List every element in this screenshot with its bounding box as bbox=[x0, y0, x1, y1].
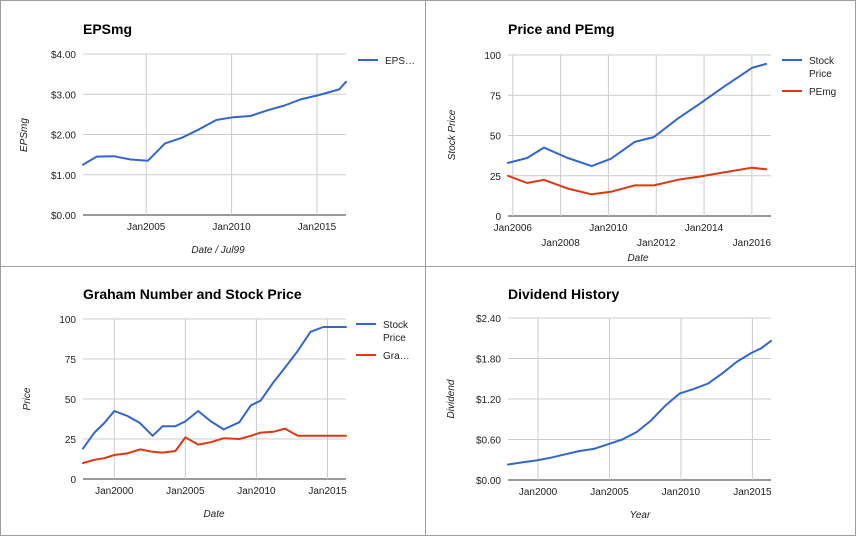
y-tick-label: 0 bbox=[495, 212, 501, 223]
chart-dividend-history[interactable]: Dividend History $0.00 $0.60 $1.20 $1.80 $2.… bbox=[426, 267, 856, 537]
x-tick-label: Jan2010 bbox=[662, 487, 701, 498]
x-tick-label: Jan2010 bbox=[589, 223, 628, 234]
series-line-0[interactable] bbox=[507, 339, 772, 466]
legend-label-stock-price: Stock Price bbox=[383, 320, 409, 344]
chart-panel-dividend-history: Dividend History $0.00 $0.60 $1.20 $1.80 $2.… bbox=[425, 266, 856, 536]
legend: Stock Price PEmg bbox=[782, 56, 836, 98]
x-tick-label: Jan2015 bbox=[298, 222, 337, 233]
legend-label-graham: Gra… bbox=[383, 351, 410, 362]
y-tick-label: 100 bbox=[484, 51, 501, 62]
series-line-0[interactable] bbox=[82, 326, 347, 450]
legend: EPS… bbox=[358, 56, 415, 67]
chart-panel-epsmg: EPSmg $0.00 $1.00 $2.00 $3.00 $4.00 Jan2005 Ja… bbox=[0, 0, 426, 267]
y-axis-label: Dividend bbox=[446, 379, 457, 418]
y-tick-label: $2.40 bbox=[476, 314, 501, 325]
x-tick-label: Jan2010 bbox=[212, 222, 251, 233]
y-tick-label: 25 bbox=[65, 435, 77, 446]
y-axis-label: Price bbox=[22, 387, 33, 410]
x-axis-label: Year bbox=[630, 510, 651, 521]
x-tick-label: Jan2010 bbox=[237, 486, 276, 497]
y-tick-label: $0.60 bbox=[476, 436, 501, 447]
x-axis-label: Date bbox=[203, 509, 225, 520]
y-tick-label: $0.00 bbox=[476, 476, 501, 487]
x-axis-label: Date bbox=[627, 253, 649, 264]
x-tick-label: Jan2005 bbox=[590, 487, 629, 498]
chart-price-and-pemg[interactable]: Price and PEmg 0 25 50 75 100 Jan2006 Jan2008 J… bbox=[426, 1, 856, 268]
y-axis-label: Stock Price bbox=[447, 109, 458, 160]
y-tick-label: $3.00 bbox=[51, 90, 76, 101]
chart-title: Dividend History bbox=[508, 286, 619, 302]
y-tick-label: $0.00 bbox=[51, 211, 76, 222]
y-tick-label: $1.80 bbox=[476, 355, 501, 366]
y-tick-label: $1.20 bbox=[476, 395, 501, 406]
chart-panel-graham-number: Graham Number and Stock Price 0 25 50 75 100… bbox=[0, 266, 426, 536]
x-tick-label: Jan2016 bbox=[733, 238, 772, 249]
legend-label-eps: EPS… bbox=[385, 56, 415, 67]
y-tick-label: $1.00 bbox=[51, 171, 76, 182]
series-line-1[interactable] bbox=[82, 427, 347, 464]
y-tick-label: 100 bbox=[59, 315, 76, 326]
y-axis-label: EPSmg bbox=[19, 118, 30, 152]
y-tick-label: 0 bbox=[70, 475, 76, 486]
chart-epsmg[interactable]: EPSmg $0.00 $1.00 $2.00 $3.00 $4.00 Jan2005 Ja… bbox=[1, 1, 427, 268]
x-tick-label: Jan2005 bbox=[127, 222, 166, 233]
x-axis-label: Date / Jul99 bbox=[191, 245, 245, 256]
legend: Stock Price Gra… bbox=[356, 320, 410, 362]
series-line-0[interactable] bbox=[507, 62, 768, 168]
chart-title: EPSmg bbox=[83, 21, 132, 37]
x-tick-label: Jan2000 bbox=[519, 487, 558, 498]
y-tick-label: 25 bbox=[490, 172, 502, 183]
x-tick-label: Jan2000 bbox=[95, 486, 134, 497]
x-tick-label: Jan2006 bbox=[494, 223, 533, 234]
legend-label-stock-price: Stock Price bbox=[809, 56, 835, 80]
series-line-1[interactable] bbox=[507, 166, 768, 196]
chart-title: Price and PEmg bbox=[508, 21, 615, 37]
x-tick-label: Jan2008 bbox=[541, 238, 580, 249]
x-tick-label: Jan2012 bbox=[637, 238, 676, 249]
y-tick-label: $4.00 bbox=[51, 50, 76, 61]
x-tick-label: Jan2015 bbox=[308, 486, 347, 497]
chart-title: Graham Number and Stock Price bbox=[83, 286, 302, 302]
x-tick-label: Jan2015 bbox=[733, 487, 772, 498]
chart-panel-price-and-pemg: Price and PEmg 0 25 50 75 100 Jan2006 Jan2008 J… bbox=[425, 0, 856, 267]
y-tick-label: 50 bbox=[65, 395, 77, 406]
y-tick-label: $2.00 bbox=[51, 131, 76, 142]
x-tick-label: Jan2005 bbox=[166, 486, 205, 497]
chart-graham-number[interactable]: Graham Number and Stock Price 0 25 50 75 100… bbox=[1, 267, 427, 537]
y-tick-label: 75 bbox=[65, 355, 77, 366]
x-tick-label: Jan2014 bbox=[685, 223, 724, 234]
y-tick-label: 75 bbox=[490, 91, 502, 102]
legend-label-pemg: PEmg bbox=[809, 87, 836, 98]
y-tick-label: 50 bbox=[490, 132, 502, 143]
series-line-0[interactable] bbox=[82, 80, 347, 166]
